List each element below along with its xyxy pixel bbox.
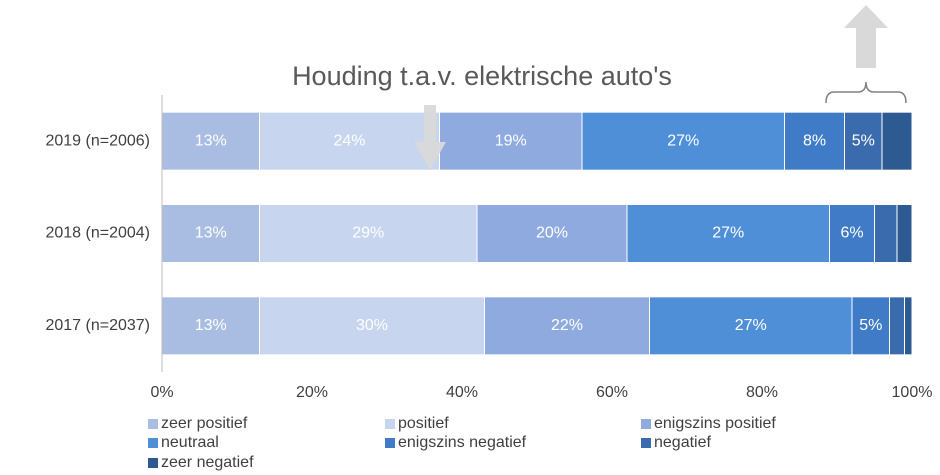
bar-segment <box>904 296 913 356</box>
bar-segment <box>484 296 650 356</box>
data-label: 29% <box>352 225 384 242</box>
data-label: 30% <box>356 317 388 334</box>
bar-segment <box>844 111 883 171</box>
down-arrow <box>414 105 446 170</box>
data-label: 5% <box>852 132 875 149</box>
bar-segment <box>161 204 260 263</box>
data-label: 27% <box>735 317 767 334</box>
data-label: 27% <box>667 132 699 149</box>
legend-swatch <box>385 419 395 429</box>
data-label: 13% <box>195 225 227 242</box>
chart-title: Houding t.a.v. elektrische auto's <box>292 61 672 91</box>
x-tick-label: 60% <box>596 384 628 401</box>
legend-swatch <box>385 438 395 448</box>
data-label: 19% <box>495 132 527 149</box>
data-label: 27% <box>712 225 744 242</box>
legend-swatch <box>641 438 651 448</box>
legend-label: negatief <box>654 434 711 451</box>
bar-segment <box>889 296 905 356</box>
legend-swatch <box>148 458 158 468</box>
data-label: 22% <box>551 317 583 334</box>
x-tick-label: 20% <box>296 384 328 401</box>
y-tick-label: 2018 (n=2004) <box>45 225 150 242</box>
bar-segment <box>476 204 628 263</box>
legend-label: positief <box>398 415 449 432</box>
data-label: 13% <box>195 317 227 334</box>
y-tick-label: 2017 (n=2037) <box>45 317 150 334</box>
data-label: 6% <box>840 225 863 242</box>
legend-swatch <box>641 419 651 429</box>
bar-segment <box>881 111 913 171</box>
bar-segment <box>851 296 890 356</box>
bar-segment <box>581 111 785 171</box>
bar-segment <box>161 111 260 171</box>
bar-segment <box>259 296 485 356</box>
y-tick-label: 2019 (n=2006) <box>45 132 150 149</box>
x-tick-label: 80% <box>746 384 778 401</box>
data-label: 13% <box>195 132 227 149</box>
bar-segment <box>259 111 440 171</box>
legend-label: enigszins positief <box>654 415 776 432</box>
bar-segment <box>161 296 260 356</box>
legend-label: enigszins negatief <box>398 434 527 451</box>
data-label: 5% <box>859 317 882 334</box>
up-arrow <box>844 5 888 68</box>
legend-label: neutraal <box>161 434 219 451</box>
bar-segment <box>626 204 830 263</box>
data-label: 24% <box>333 132 365 149</box>
x-tick-label: 0% <box>150 384 173 401</box>
legend-label: zeer negatief <box>161 454 254 471</box>
bar-segment <box>874 204 898 263</box>
legend-swatch <box>148 419 158 429</box>
data-label: 20% <box>536 225 568 242</box>
bar-segment <box>649 296 853 356</box>
legend-label: zeer positief <box>161 415 248 432</box>
bracket <box>825 81 907 104</box>
bar-segment <box>784 111 845 171</box>
bar-segment <box>439 111 583 171</box>
bar-segment <box>896 204 913 263</box>
x-tick-label: 40% <box>446 384 478 401</box>
data-label: 8% <box>803 132 826 149</box>
legend-swatch <box>148 438 158 448</box>
bar-segment <box>259 204 478 263</box>
decorations <box>825 5 907 104</box>
x-tick-label: 100% <box>892 384 933 401</box>
